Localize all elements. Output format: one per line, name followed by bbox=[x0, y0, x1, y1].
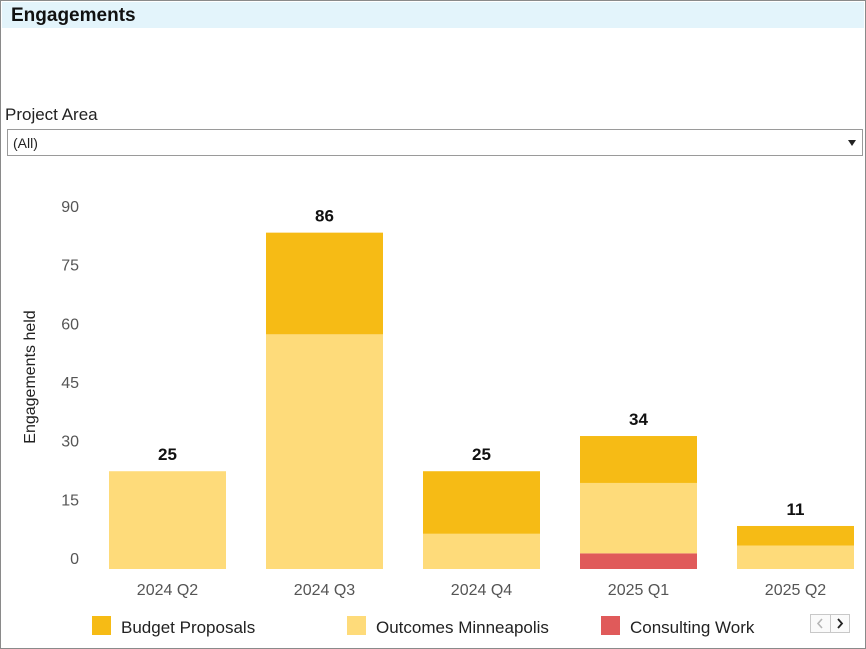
y-tick-label: 45 bbox=[61, 375, 79, 392]
bars bbox=[109, 232, 854, 569]
x-tick-label: 2025 Q2 bbox=[765, 582, 826, 599]
chevron-down-icon[interactable] bbox=[848, 140, 856, 146]
bar-total-label: 11 bbox=[787, 500, 805, 519]
chevron-left-icon bbox=[816, 618, 823, 629]
legend-label: Budget Proposals bbox=[121, 618, 255, 637]
legend-label: Consulting Work bbox=[630, 618, 755, 637]
bar-segment[interactable] bbox=[737, 545, 854, 569]
project-area-dropdown[interactable]: (All) bbox=[7, 129, 863, 156]
bar-segment[interactable] bbox=[109, 471, 226, 569]
bar-segment[interactable] bbox=[580, 482, 697, 554]
y-tick-label: 30 bbox=[61, 434, 79, 451]
x-tick-label: 2024 Q4 bbox=[451, 582, 512, 599]
y-axis-title: Engagements held bbox=[22, 310, 39, 443]
bar-segment[interactable] bbox=[737, 525, 854, 546]
total-labels: 25 86 25 34 11 bbox=[158, 207, 804, 519]
x-tick-label: 2024 Q3 bbox=[294, 582, 355, 599]
legend-prev-button[interactable] bbox=[811, 615, 831, 632]
y-tick-label: 0 bbox=[70, 551, 79, 568]
legend-label: Outcomes Minneapolis bbox=[376, 618, 549, 637]
bar-total-label: 34 bbox=[629, 410, 648, 429]
legend-pager bbox=[810, 614, 850, 633]
y-tick-label: 15 bbox=[61, 492, 79, 509]
bar-segment[interactable] bbox=[423, 471, 540, 534]
x-axis: 2024 Q2 2024 Q3 2024 Q4 2025 Q1 2025 Q2 bbox=[137, 582, 826, 599]
y-tick-label: 75 bbox=[61, 258, 79, 275]
bar-total-label: 86 bbox=[315, 207, 334, 226]
bar-total-label: 25 bbox=[158, 445, 177, 464]
bar-segment[interactable] bbox=[266, 334, 383, 569]
bar-segment[interactable] bbox=[580, 553, 697, 569]
legend-next-button[interactable] bbox=[831, 615, 850, 632]
bar-segment[interactable] bbox=[580, 436, 697, 483]
x-tick-label: 2025 Q1 bbox=[608, 582, 669, 599]
bar-segment[interactable] bbox=[423, 533, 540, 569]
chevron-right-icon bbox=[837, 618, 844, 629]
dropdown-selected-value: (All) bbox=[13, 135, 38, 151]
legend-swatch bbox=[601, 616, 620, 635]
x-tick-label: 2024 Q2 bbox=[137, 582, 198, 599]
legend: Budget Proposals Outcomes Minneapolis Cons… bbox=[92, 616, 755, 637]
y-tick-label: 90 bbox=[61, 199, 79, 216]
legend-item[interactable]: Outcomes Minneapolis bbox=[347, 616, 549, 637]
bar-segment[interactable] bbox=[266, 232, 383, 335]
legend-swatch bbox=[347, 616, 366, 635]
page-title: Engagements bbox=[11, 5, 136, 26]
legend-item[interactable]: Budget Proposals bbox=[92, 616, 255, 637]
filter-label: Project Area bbox=[5, 105, 98, 124]
bar-total-label: 25 bbox=[472, 445, 491, 464]
title-bar: Engagements bbox=[2, 2, 864, 28]
legend-item[interactable]: Consulting Work bbox=[601, 616, 755, 637]
y-tick-label: 60 bbox=[61, 316, 79, 333]
legend-swatch bbox=[92, 616, 111, 635]
y-axis: 0 15 30 45 60 75 90 bbox=[61, 199, 79, 568]
